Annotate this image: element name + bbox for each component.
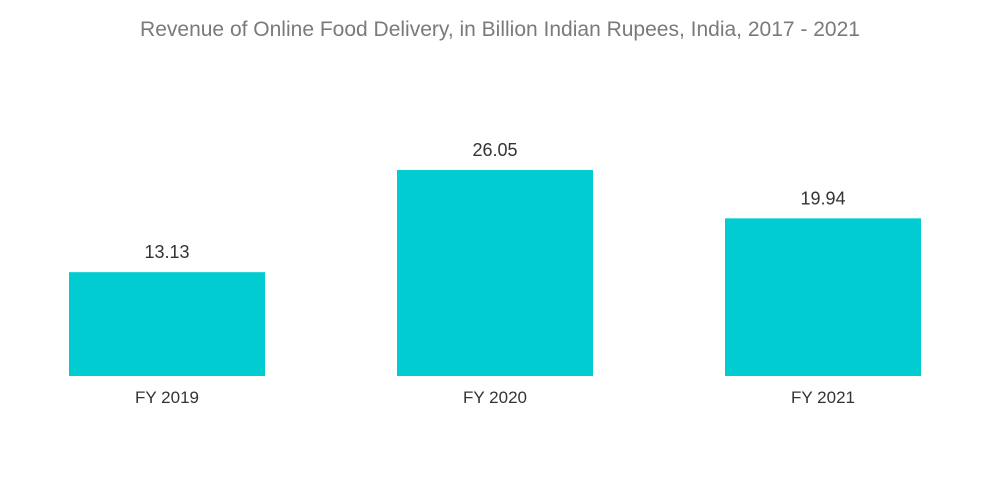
value-labels-group: 13.13 26.05 19.94 — [144, 140, 845, 262]
x-tick-label-fy-2020: FY 2020 — [463, 388, 527, 407]
bar-fy-2019 — [69, 272, 265, 376]
bar-value-label-fy-2019: 13.13 — [144, 242, 189, 262]
bar-value-label-fy-2020: 26.05 — [472, 140, 517, 160]
x-tick-label-fy-2019: FY 2019 — [135, 388, 199, 407]
bar-fy-2021 — [725, 218, 921, 376]
chart-title: Revenue of Online Food Delivery, in Bill… — [140, 18, 860, 41]
x-tick-label-fy-2021: FY 2021 — [791, 388, 855, 407]
bar-value-label-fy-2021: 19.94 — [800, 188, 845, 208]
bar-fy-2020 — [397, 170, 593, 376]
bars-group — [69, 170, 921, 376]
x-tick-labels-group: FY 2019 FY 2020 FY 2021 — [135, 388, 855, 407]
